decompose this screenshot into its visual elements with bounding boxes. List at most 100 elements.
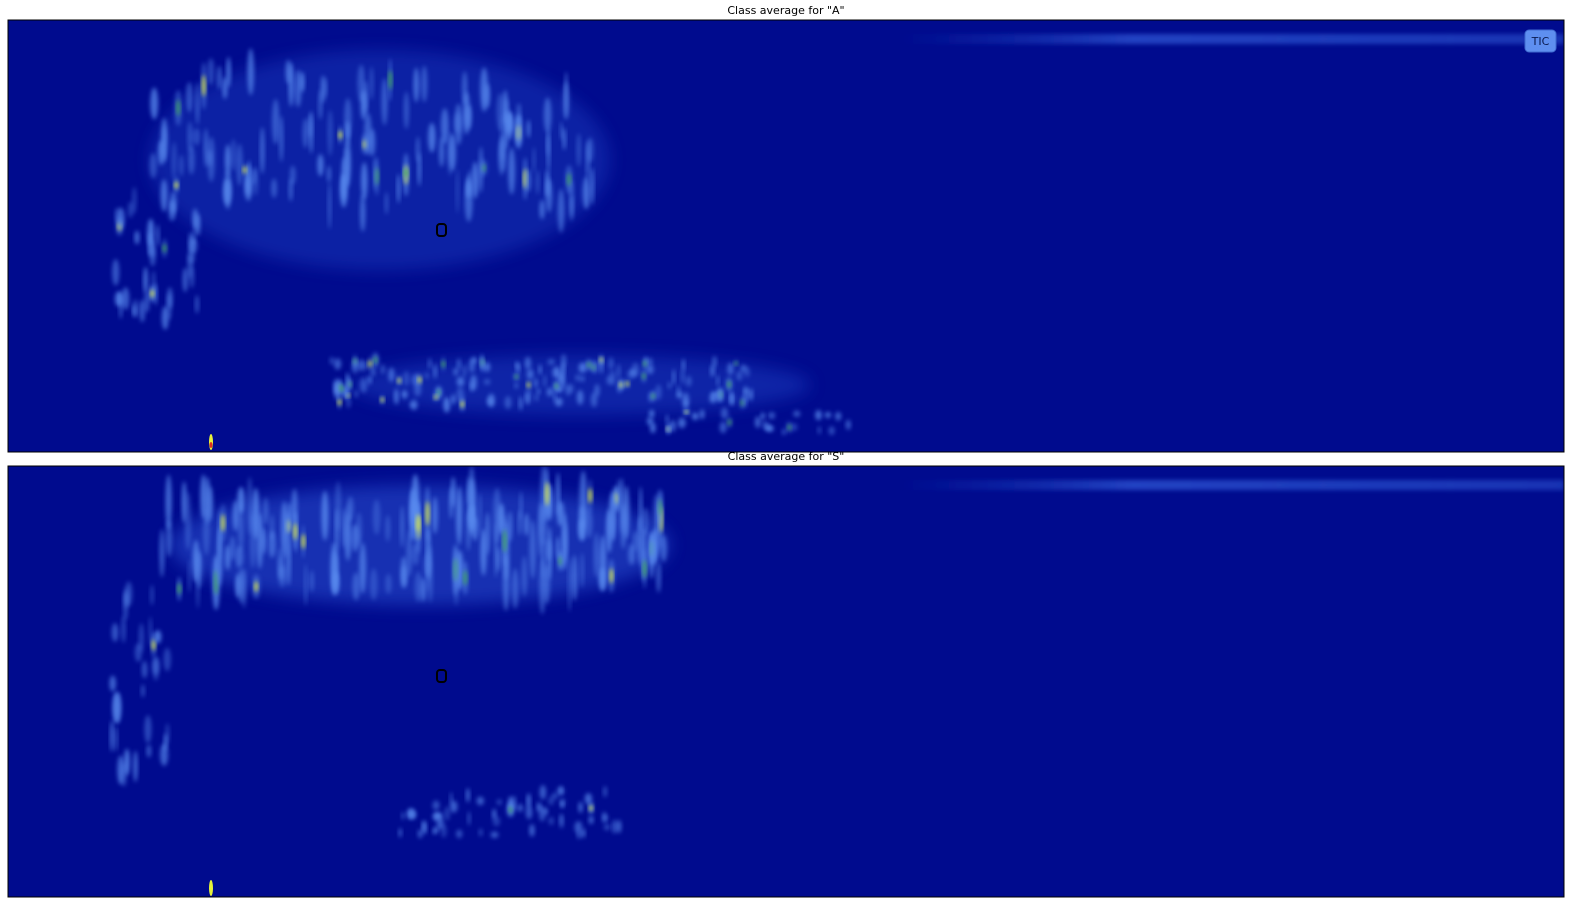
intensity-spot — [603, 786, 607, 797]
intensity-spot — [612, 820, 616, 834]
intensity-spot — [545, 482, 549, 506]
intensity-spot — [599, 535, 606, 590]
intensity-spot — [548, 817, 554, 825]
intensity-spot — [496, 799, 502, 805]
intensity-spot — [167, 294, 172, 321]
intensity-spot — [734, 362, 738, 365]
intensity-spot — [414, 384, 421, 397]
intensity-spot — [661, 535, 667, 562]
intensity-spot — [535, 394, 539, 402]
intensity-spot — [335, 481, 341, 531]
intensity-spot — [604, 824, 611, 831]
intensity-spot — [582, 829, 586, 839]
intensity-spot — [625, 382, 629, 386]
intensity-spot — [649, 410, 654, 418]
intensity-spot — [507, 511, 512, 542]
intensity-spot — [591, 392, 597, 407]
intensity-spot — [666, 414, 669, 425]
intensity-spot — [195, 214, 201, 236]
intensity-spot — [555, 397, 563, 406]
intensity-spot — [352, 359, 359, 373]
intensity-spot — [373, 157, 377, 190]
intensity-spot — [235, 546, 243, 568]
intensity-spot — [716, 391, 720, 401]
intensity-spot — [374, 357, 378, 364]
intensity-spot — [557, 787, 564, 796]
intensity-spot — [121, 615, 125, 643]
intensity-spot — [709, 394, 716, 403]
intensity-spot — [517, 804, 523, 812]
intensity-spot — [543, 565, 550, 604]
intensity-spot — [587, 362, 591, 367]
intensity-spot — [619, 382, 623, 387]
intensity-spot — [653, 494, 661, 537]
intensity-spot — [254, 581, 258, 592]
intensity-spot — [142, 661, 148, 678]
intensity-spot — [617, 479, 622, 514]
intensity-spot — [656, 562, 661, 593]
intensity-spot — [484, 362, 491, 372]
intensity-spot — [404, 169, 408, 177]
intensity-spot — [317, 154, 323, 176]
intensity-spot — [818, 426, 822, 434]
intensity-spot — [505, 396, 512, 409]
intensity-spot — [339, 131, 343, 139]
intensity-spot — [221, 514, 225, 531]
intensity-spot — [385, 515, 390, 542]
intensity-spot — [643, 361, 647, 367]
intensity-spot — [463, 570, 467, 585]
intensity-spot — [493, 488, 501, 543]
intensity-spot — [380, 364, 385, 374]
intensity-spot — [210, 442, 213, 448]
intensity-spot — [740, 365, 746, 373]
intensity-spot — [617, 364, 621, 378]
intensity-spot — [432, 800, 439, 810]
intensity-spot — [609, 491, 617, 540]
intensity-spot — [303, 118, 309, 148]
intensity-spot — [579, 519, 585, 540]
intensity-spot — [321, 491, 328, 541]
intensity-spot — [492, 809, 496, 819]
intensity-spot — [546, 132, 549, 156]
intensity-spot — [616, 820, 621, 833]
intensity-spot — [568, 557, 571, 612]
intensity-spot — [504, 110, 509, 149]
intensity-spot — [815, 410, 822, 420]
intensity-spot — [568, 384, 574, 394]
intensity-spot — [347, 496, 353, 521]
intensity-spot — [477, 796, 485, 805]
intensity-spot — [359, 543, 366, 594]
intensity-spot — [341, 157, 346, 200]
intensity-spot — [360, 378, 368, 393]
intensity-spot — [409, 490, 417, 540]
intensity-spot — [730, 392, 733, 405]
intensity-spot — [236, 144, 242, 186]
intensity-spot — [248, 160, 251, 178]
tic-button-label[interactable]: TIC — [1531, 35, 1550, 48]
intensity-spot — [512, 568, 519, 608]
intensity-spot — [209, 880, 213, 896]
intensity-spot — [677, 391, 683, 398]
intensity-spot — [545, 539, 552, 559]
intensity-spot — [139, 623, 144, 652]
intensity-spot — [466, 105, 472, 130]
intensity-spot — [579, 363, 587, 373]
intensity-spot — [394, 389, 398, 405]
intensity-spot — [462, 364, 467, 378]
intensity-spot — [468, 479, 475, 537]
intensity-spot — [281, 501, 288, 559]
intensity-spot — [767, 425, 774, 432]
intensity-spot — [432, 497, 438, 534]
intensity-spot — [202, 75, 206, 96]
intensity-spot — [320, 75, 325, 103]
tic-button[interactable]: TIC — [1525, 30, 1556, 52]
intensity-spot — [271, 178, 277, 198]
intensity-spot — [480, 354, 483, 369]
intensity-spot — [272, 99, 279, 144]
intensity-spot — [112, 692, 120, 724]
intensity-spot — [526, 806, 532, 819]
intensity-spot — [525, 169, 531, 192]
intensity-spot — [503, 529, 507, 552]
intensity-spot — [410, 811, 416, 820]
intensity-spot — [351, 524, 359, 551]
